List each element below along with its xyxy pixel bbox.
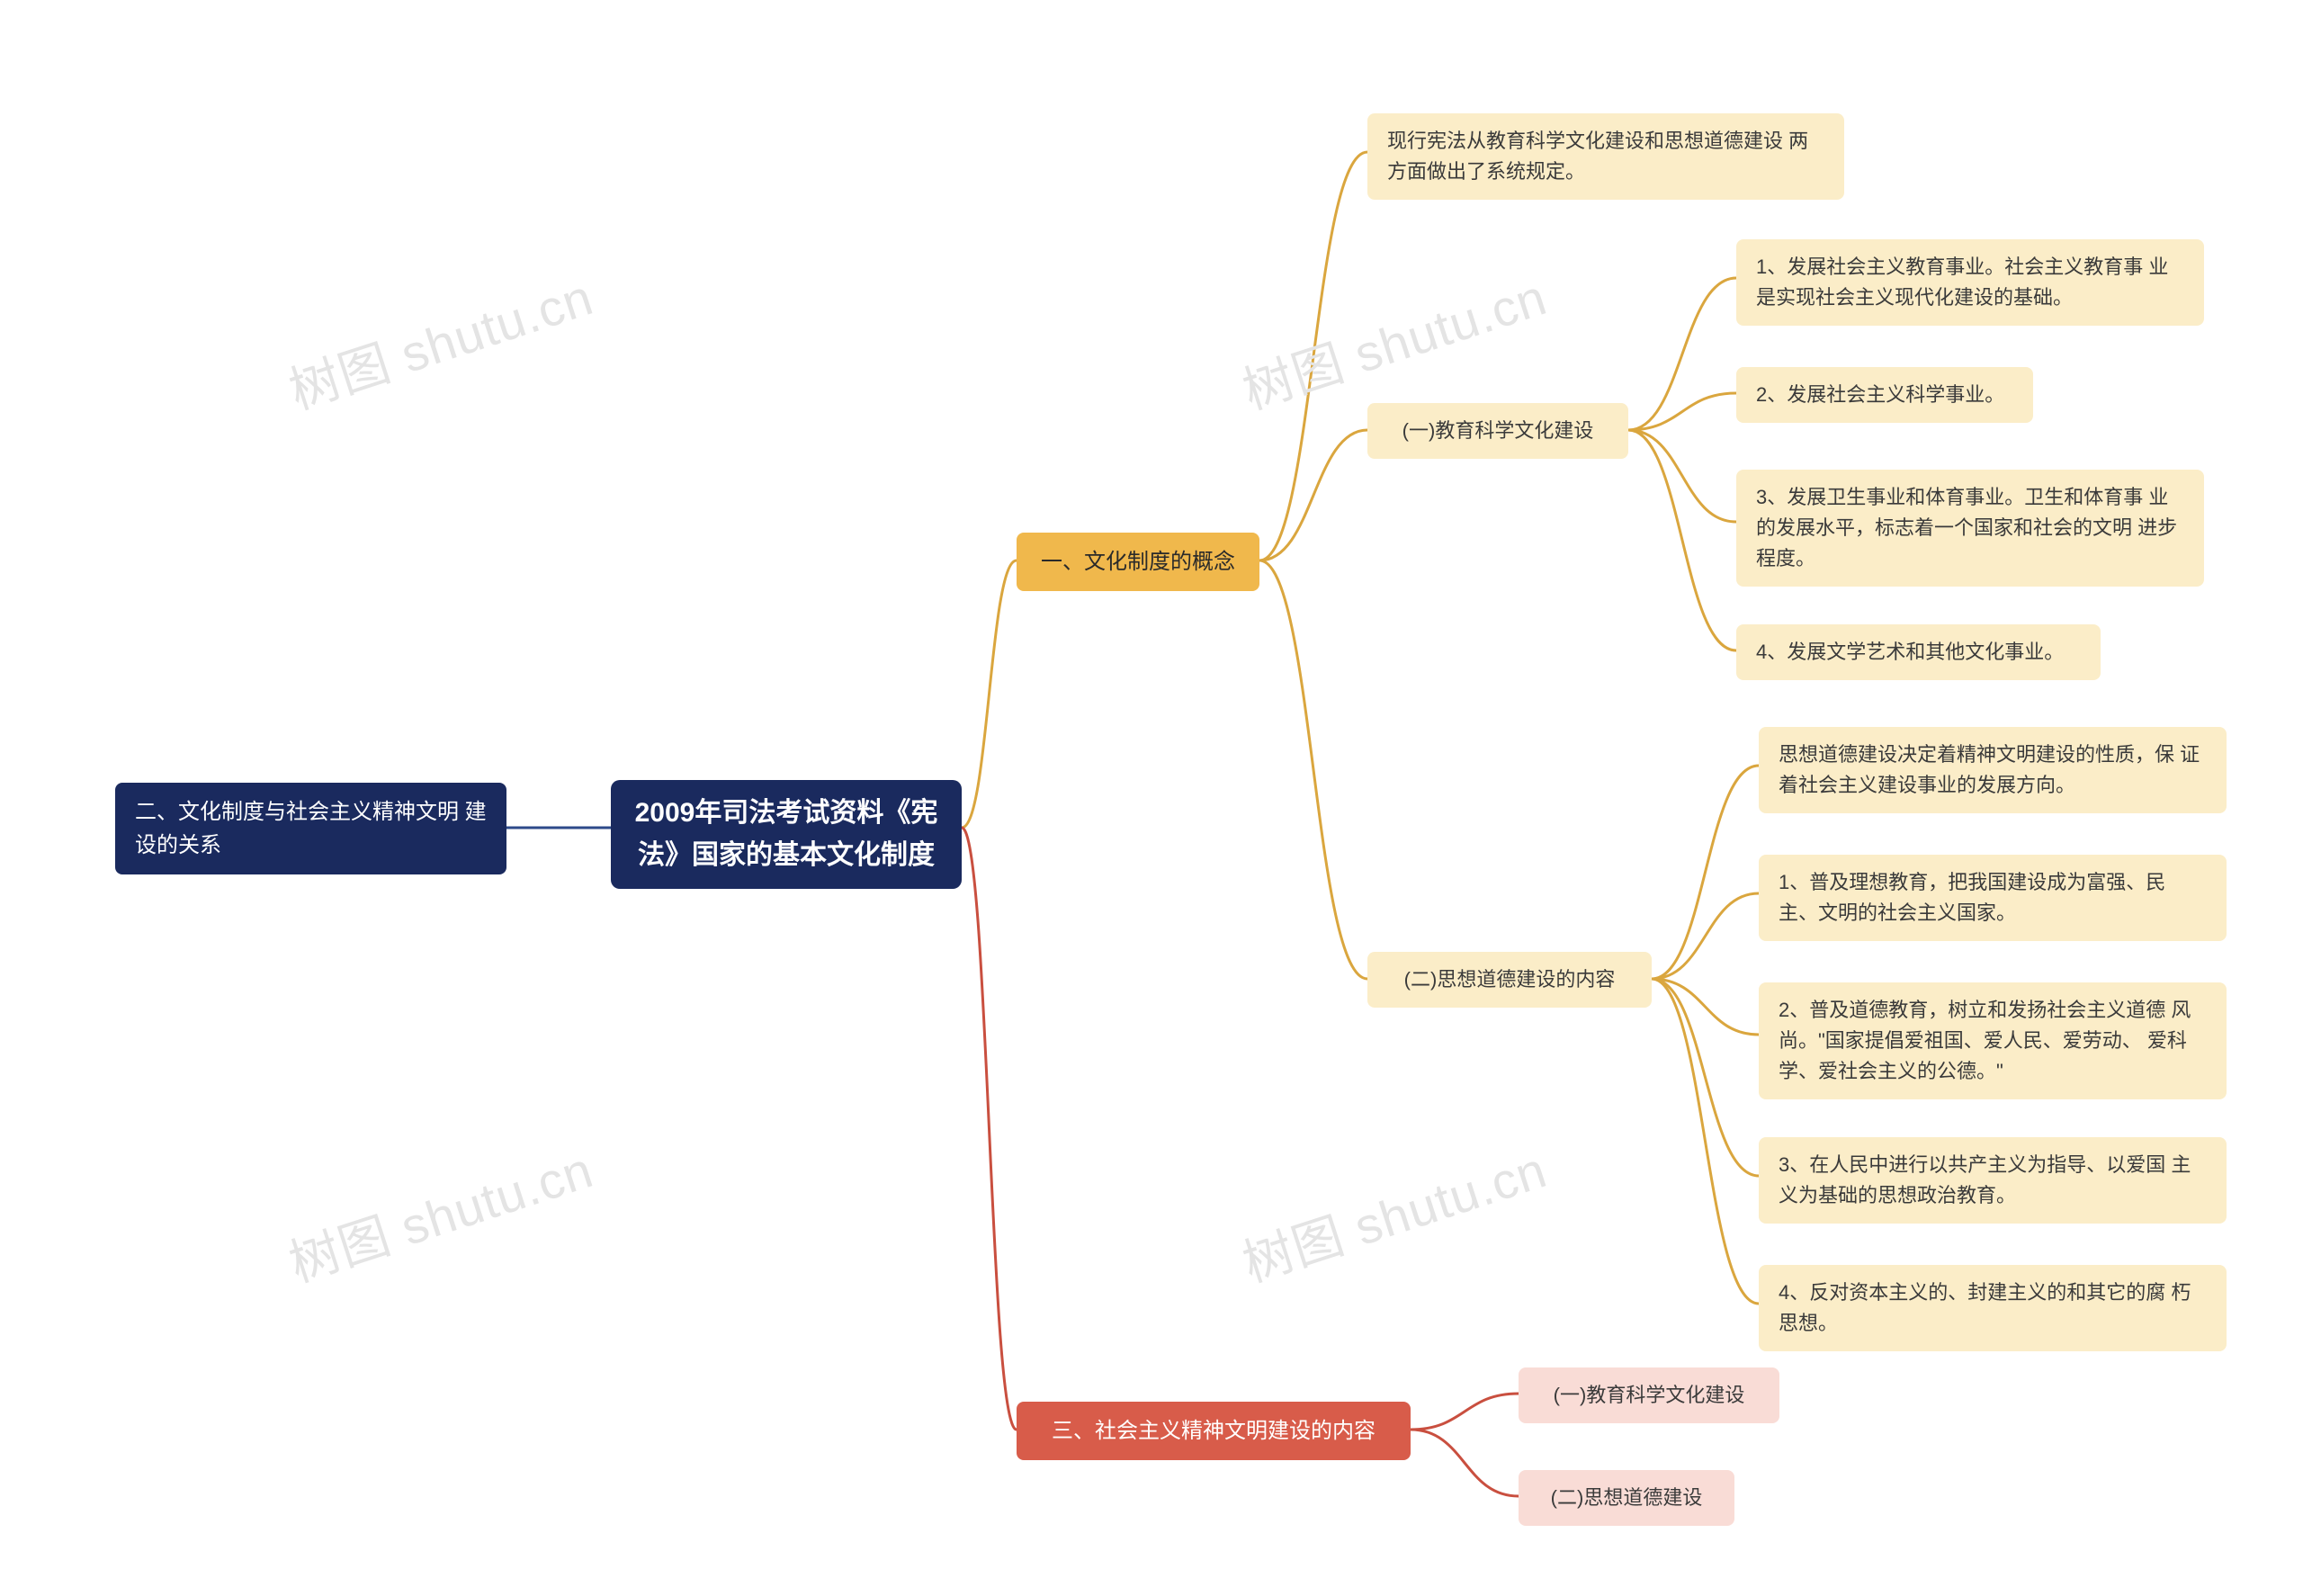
leaf-node: 2、发展社会主义科学事业。 [1736,367,2033,423]
branch-3-node: 三、社会主义精神文明建设的内容 [1017,1402,1411,1460]
watermark: 树图 shutu.cn [1232,257,1555,424]
leaf-node: (一)教育科学文化建设 [1519,1367,1779,1423]
subbranch-node: (一)教育科学文化建设 [1367,403,1628,459]
watermark: 树图 shutu.cn [279,1130,601,1296]
leaf-node: 1、普及理想教育，把我国建设成为富强、民 主、文明的社会主义国家。 [1759,855,2227,941]
watermark: 树图 shutu.cn [1232,1130,1555,1296]
branch-left-node: 二、文化制度与社会主义精神文明 建设的关系 [115,783,506,874]
subbranch-node: (二)思想道德建设的内容 [1367,952,1652,1008]
leaf-node: 4、发展文学艺术和其他文化事业。 [1736,624,2101,680]
leaf-node: 现行宪法从教育科学文化建设和思想道德建设 两方面做出了系统规定。 [1367,113,1844,200]
leaf-node: 2、普及道德教育，树立和发扬社会主义道德 风尚。"国家提倡爱祖国、爱人民、爱劳动… [1759,982,2227,1099]
watermark: 树图 shutu.cn [279,257,601,424]
leaf-node: 3、在人民中进行以共产主义为指导、以爱国 主义为基础的思想政治教育。 [1759,1137,2227,1224]
leaf-node: (二)思想道德建设 [1519,1470,1734,1526]
leaf-node: 4、反对资本主义的、封建主义的和其它的腐 朽思想。 [1759,1265,2227,1351]
leaf-node: 思想道德建设决定着精神文明建设的性质，保 证着社会主义建设事业的发展方向。 [1759,727,2227,813]
root-node: 2009年司法考试资料《宪 法》国家的基本文化制度 [611,780,962,889]
branch-1-node: 一、文化制度的概念 [1017,533,1259,591]
leaf-node: 1、发展社会主义教育事业。社会主义教育事 业是实现社会主义现代化建设的基础。 [1736,239,2204,326]
leaf-node: 3、发展卫生事业和体育事业。卫生和体育事 业的发展水平，标志着一个国家和社会的文… [1736,470,2204,587]
